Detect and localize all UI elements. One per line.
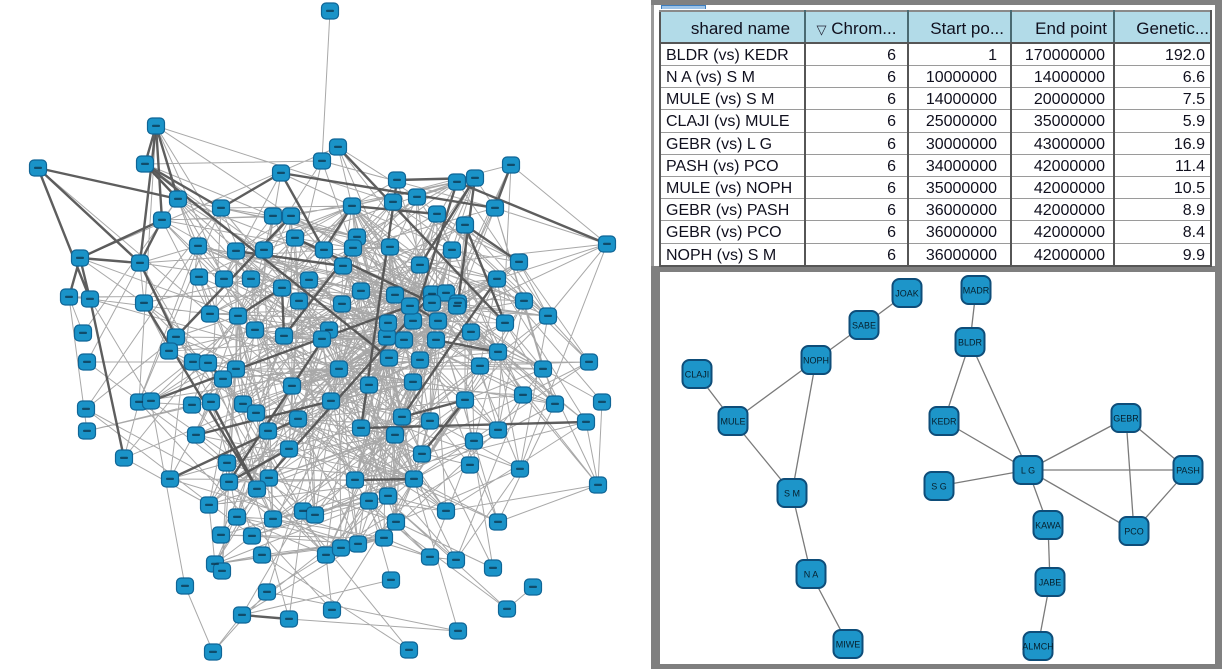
- svg-text:JOAK: JOAK: [895, 289, 919, 299]
- svg-text:KEDR: KEDR: [931, 417, 957, 427]
- svg-text:BLDR: BLDR: [958, 338, 983, 348]
- svg-text:PASH: PASH: [1176, 466, 1200, 476]
- svg-text:S G: S G: [931, 482, 947, 492]
- svg-text:S M: S M: [784, 489, 800, 499]
- svg-text:JABE: JABE: [1039, 578, 1062, 588]
- svg-text:GEBR: GEBR: [1113, 414, 1139, 424]
- svg-text:NOPH: NOPH: [803, 356, 829, 366]
- svg-text:MIWE: MIWE: [836, 640, 861, 650]
- svg-text:N A: N A: [804, 570, 819, 580]
- svg-text:KAWA: KAWA: [1035, 521, 1061, 531]
- svg-text:MULE: MULE: [720, 417, 745, 427]
- svg-text:CLAJI: CLAJI: [685, 370, 710, 380]
- svg-text:MADR: MADR: [963, 286, 990, 296]
- svg-text:SABE: SABE: [852, 321, 876, 331]
- svg-text:ALMCH: ALMCH: [1022, 642, 1054, 652]
- svg-text:L G: L G: [1021, 466, 1035, 476]
- svg-text:PCO: PCO: [1124, 527, 1144, 537]
